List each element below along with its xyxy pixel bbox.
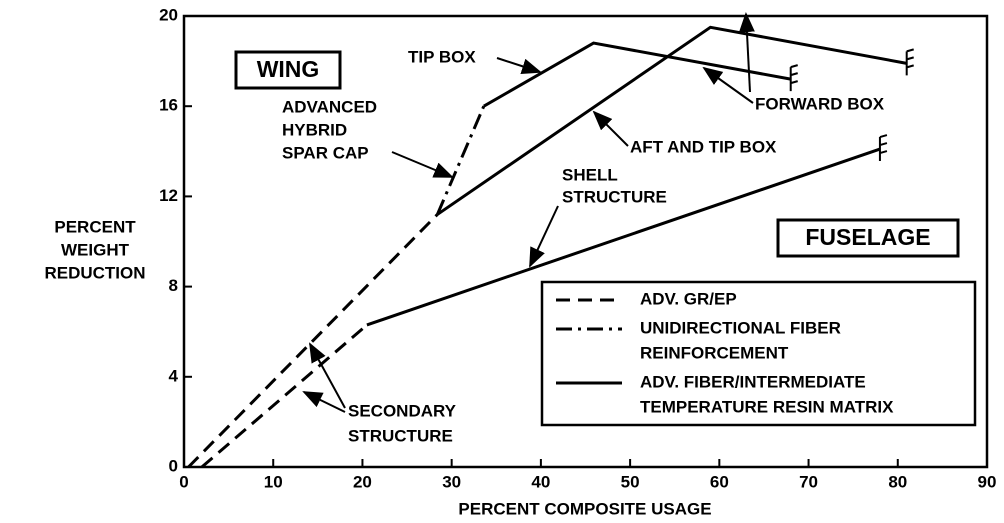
- fuselage-box: [776, 218, 960, 258]
- y-tick-label: 12: [159, 186, 178, 205]
- y-tick-label: 8: [169, 276, 178, 295]
- line: [483, 41, 791, 108]
- arrow: [702, 66, 754, 104]
- x-tick-label: 50: [621, 472, 640, 491]
- arrow: [496, 57, 542, 75]
- annotation: SHELL: [562, 165, 618, 184]
- legend-label: TEMPERATURE RESIN MATRIX: [640, 397, 894, 416]
- plot-frame: [182, 14, 989, 469]
- x-tick-label: 10: [264, 472, 283, 491]
- x-tick-label: 70: [799, 472, 818, 491]
- break-mark: [789, 64, 798, 92]
- arrow: [529, 205, 559, 268]
- annotation: ADVANCED: [282, 97, 377, 116]
- line: [436, 25, 907, 216]
- annotation: HYBRID: [282, 120, 347, 139]
- legend-label: REINFORCEMENT: [640, 343, 789, 362]
- y-axis-label: REDUCTION: [44, 263, 145, 282]
- line: [187, 213, 439, 469]
- line: [200, 323, 368, 469]
- annotation: TIP BOX: [408, 47, 476, 66]
- x-axis-label: PERCENT COMPOSITE USAGE: [458, 499, 711, 518]
- annotation: STRUCTURE: [348, 426, 453, 445]
- arrow: [391, 151, 454, 178]
- legend-label: ADV. FIBER/INTERMEDIATE: [640, 372, 866, 391]
- annotation: SPAR CAP: [282, 143, 369, 162]
- legend-label: ADV. GR/EP: [640, 289, 737, 308]
- annotation: STRUCTURE: [562, 187, 667, 206]
- x-tick-label: 80: [888, 472, 907, 491]
- line: [366, 147, 881, 327]
- y-tick-label: 0: [169, 456, 178, 475]
- y-tick-label: 20: [159, 5, 178, 24]
- y-axis-label: WEIGHT: [61, 240, 130, 259]
- arrow: [309, 342, 346, 409]
- x-tick-label: 20: [353, 472, 372, 491]
- arrow: [302, 391, 346, 413]
- annotation: FORWARD BOX: [755, 94, 885, 113]
- arrow: [592, 110, 629, 147]
- wing-box: [234, 50, 342, 90]
- arrow: [738, 12, 755, 93]
- annotation: AFT AND TIP BOX: [630, 137, 777, 156]
- annotation: WING: [257, 56, 320, 82]
- annotation: SECONDARY: [348, 401, 457, 420]
- legend-box: [540, 280, 977, 427]
- y-tick-label: 4: [169, 366, 179, 385]
- x-tick-label: 90: [978, 472, 997, 491]
- legend-label: UNIDIRECTIONAL FIBER: [640, 318, 841, 337]
- line: [436, 105, 486, 216]
- y-tick-label: 16: [159, 96, 178, 115]
- break-mark: [878, 134, 888, 162]
- y-axis-label: PERCENT: [54, 217, 136, 236]
- annotation: FUSELAGE: [805, 224, 930, 250]
- x-tick-label: 40: [531, 472, 550, 491]
- x-tick-label: 30: [442, 472, 461, 491]
- x-tick-label: 60: [710, 472, 729, 491]
- x-tick-label: 0: [179, 472, 188, 491]
- break-mark: [905, 48, 914, 76]
